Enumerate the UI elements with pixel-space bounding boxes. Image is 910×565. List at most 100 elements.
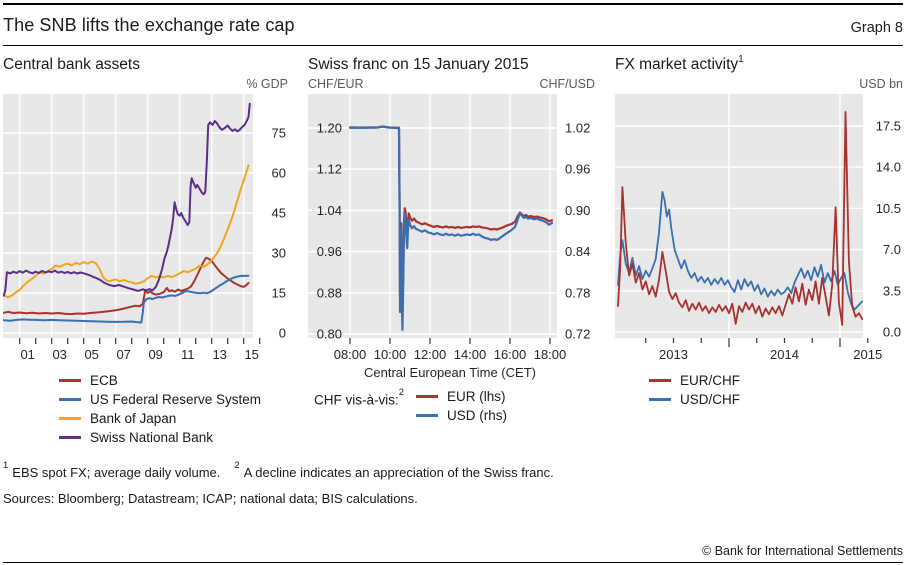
- legend-prefix-text: CHF vis-à-vis:: [314, 392, 399, 408]
- panel-title-text: Central bank assets: [3, 56, 140, 74]
- right-axis-unit: CHF/USD: [539, 77, 595, 91]
- svg-text:10.5: 10.5: [876, 201, 901, 216]
- left-axis-unit: CHF/EUR: [308, 77, 364, 91]
- svg-text:15: 15: [272, 285, 286, 300]
- panel-title: Swiss franc on 15 January 2015: [308, 55, 595, 77]
- svg-text:18:00: 18:00: [534, 347, 567, 362]
- panel-fx-market-activity: FX market activity1 USD bn 2013 2014 2015 0…: [615, 54, 903, 447]
- svg-text:0.96: 0.96: [565, 162, 590, 177]
- svg-text:7.0: 7.0: [883, 242, 901, 257]
- svg-text:15: 15: [244, 347, 258, 362]
- legend-prefix-superscript: 2: [398, 387, 405, 398]
- svg-text:30: 30: [272, 245, 286, 260]
- top-rule: [3, 3, 903, 5]
- svg-text:0.96: 0.96: [317, 244, 342, 259]
- footnote-1: 1 EBS spot FX; average daily volume.: [3, 460, 221, 481]
- svg-text:14.0: 14.0: [876, 160, 901, 175]
- legend-item: EUR (lhs): [416, 387, 507, 406]
- legend-prefix: CHF vis-à-vis:2: [314, 387, 404, 425]
- svg-text:10:00: 10:00: [374, 347, 407, 362]
- legend-label: US Federal Reserve System: [90, 392, 262, 407]
- legend-item: US Federal Reserve System: [59, 390, 288, 409]
- svg-text:16:00: 16:00: [494, 347, 527, 362]
- axis-units-row: % GDP: [3, 77, 288, 94]
- svg-text:1.04: 1.04: [317, 203, 342, 218]
- svg-text:0.88: 0.88: [317, 285, 342, 300]
- right-axis-unit: USD bn: [859, 77, 903, 91]
- legend-item: USD/CHF: [649, 390, 903, 409]
- page-title: The SNB lifts the exchange rate cap: [3, 15, 295, 35]
- svg-text:Central European Time (CET): Central European Time (CET): [364, 365, 536, 380]
- snb-line-swatch: [59, 436, 81, 439]
- legend: CHF vis-à-vis:2 EUR (lhs) USD (rhs): [314, 387, 595, 425]
- legend-label: Swiss National Bank: [90, 430, 214, 445]
- svg-text:05: 05: [84, 347, 98, 362]
- eur-line-swatch: [416, 395, 439, 398]
- panel-title: FX market activity1: [615, 54, 903, 77]
- legend-label: EUR (lhs): [447, 389, 506, 404]
- svg-text:2015: 2015: [853, 347, 882, 362]
- svg-text:11: 11: [181, 347, 195, 362]
- right-axis-unit: % GDP: [246, 77, 288, 91]
- svg-text:0.84: 0.84: [565, 244, 590, 259]
- footnotes: 1 EBS spot FX; average daily volume. 2 A de…: [3, 460, 903, 481]
- boj-line-swatch: [59, 417, 81, 420]
- svg-text:0.72: 0.72: [565, 327, 590, 342]
- svg-text:1.12: 1.12: [317, 162, 342, 177]
- svg-text:0.78: 0.78: [565, 285, 590, 300]
- svg-text:13: 13: [212, 347, 226, 362]
- sources-line: Sources: Bloomberg; Datastream; ICAP; na…: [3, 491, 418, 507]
- svg-text:3.5: 3.5: [883, 283, 901, 298]
- panel-title-text: Swiss franc on 15 January 2015: [308, 56, 529, 74]
- svg-text:1.02: 1.02: [565, 121, 590, 136]
- svg-text:2014: 2014: [770, 347, 799, 362]
- legend-item: ECB: [59, 371, 288, 390]
- central-bank-assets-chart: 01 03 05 07 09 11 13 15 0 15 30 45 60 75: [3, 94, 286, 362]
- header: The SNB lifts the exchange rate cap Grap…: [3, 5, 903, 46]
- legend: ECB US Federal Reserve System Bank of Ja…: [59, 371, 288, 447]
- panel-title-superscript: 1: [738, 54, 744, 65]
- svg-text:45: 45: [272, 205, 286, 220]
- axis-units-row: USD bn: [615, 77, 903, 94]
- legend: EUR/CHF USD/CHF: [649, 371, 903, 409]
- footnote-1-marker: 1: [3, 460, 9, 471]
- legend-entries: EUR (lhs) USD (rhs): [416, 387, 507, 425]
- panel-title-text: FX market activity: [615, 56, 739, 74]
- swiss-franc-intraday-chart: 08:00 10:00 12:00 14:00 16:00 18:00 0.80 0.72 0.…: [308, 94, 590, 380]
- legend-item: EUR/CHF: [649, 371, 903, 390]
- svg-text:75: 75: [272, 125, 286, 140]
- copyright-notice: © Bank for International Settlements: [702, 544, 903, 558]
- usdchf-line-swatch: [649, 398, 671, 401]
- usd-line-swatch: [416, 414, 439, 417]
- svg-text:09: 09: [148, 347, 162, 362]
- footnote-2-marker: 2: [234, 460, 240, 471]
- svg-text:0.90: 0.90: [565, 203, 590, 218]
- svg-text:03: 03: [52, 347, 66, 362]
- svg-text:0: 0: [279, 326, 286, 341]
- svg-text:14:00: 14:00: [454, 347, 487, 362]
- footnote-1-text: EBS spot FX; average daily volume.: [12, 465, 221, 481]
- legend-item: Bank of Japan: [59, 409, 288, 428]
- svg-text:0.80: 0.80: [317, 327, 342, 342]
- ecb-line-swatch: [59, 379, 81, 382]
- legend-label: USD/CHF: [680, 392, 740, 407]
- svg-text:08:00: 08:00: [334, 347, 367, 362]
- legend-label: Bank of Japan: [90, 411, 177, 426]
- svg-text:01: 01: [20, 347, 34, 362]
- legend-item: USD (rhs): [416, 406, 507, 425]
- bottom-rule: [3, 562, 903, 563]
- panel-central-bank-assets: Central bank assets % GDP 01 03 05 07 09 11 13…: [3, 55, 288, 447]
- legend-label: USD (rhs): [447, 408, 508, 423]
- svg-text:07: 07: [116, 347, 130, 362]
- svg-text:60: 60: [272, 165, 286, 180]
- panel-swiss-franc-intraday: Swiss franc on 15 January 2015 CHF/EUR C…: [308, 55, 595, 447]
- svg-text:17.5: 17.5: [876, 119, 901, 134]
- legend-label: EUR/CHF: [680, 373, 740, 388]
- svg-text:12:00: 12:00: [414, 347, 447, 362]
- svg-text:2013: 2013: [659, 347, 688, 362]
- svg-text:0.0: 0.0: [883, 325, 901, 340]
- legend-label: ECB: [90, 373, 118, 388]
- graph-number-label: Graph 8: [850, 20, 903, 36]
